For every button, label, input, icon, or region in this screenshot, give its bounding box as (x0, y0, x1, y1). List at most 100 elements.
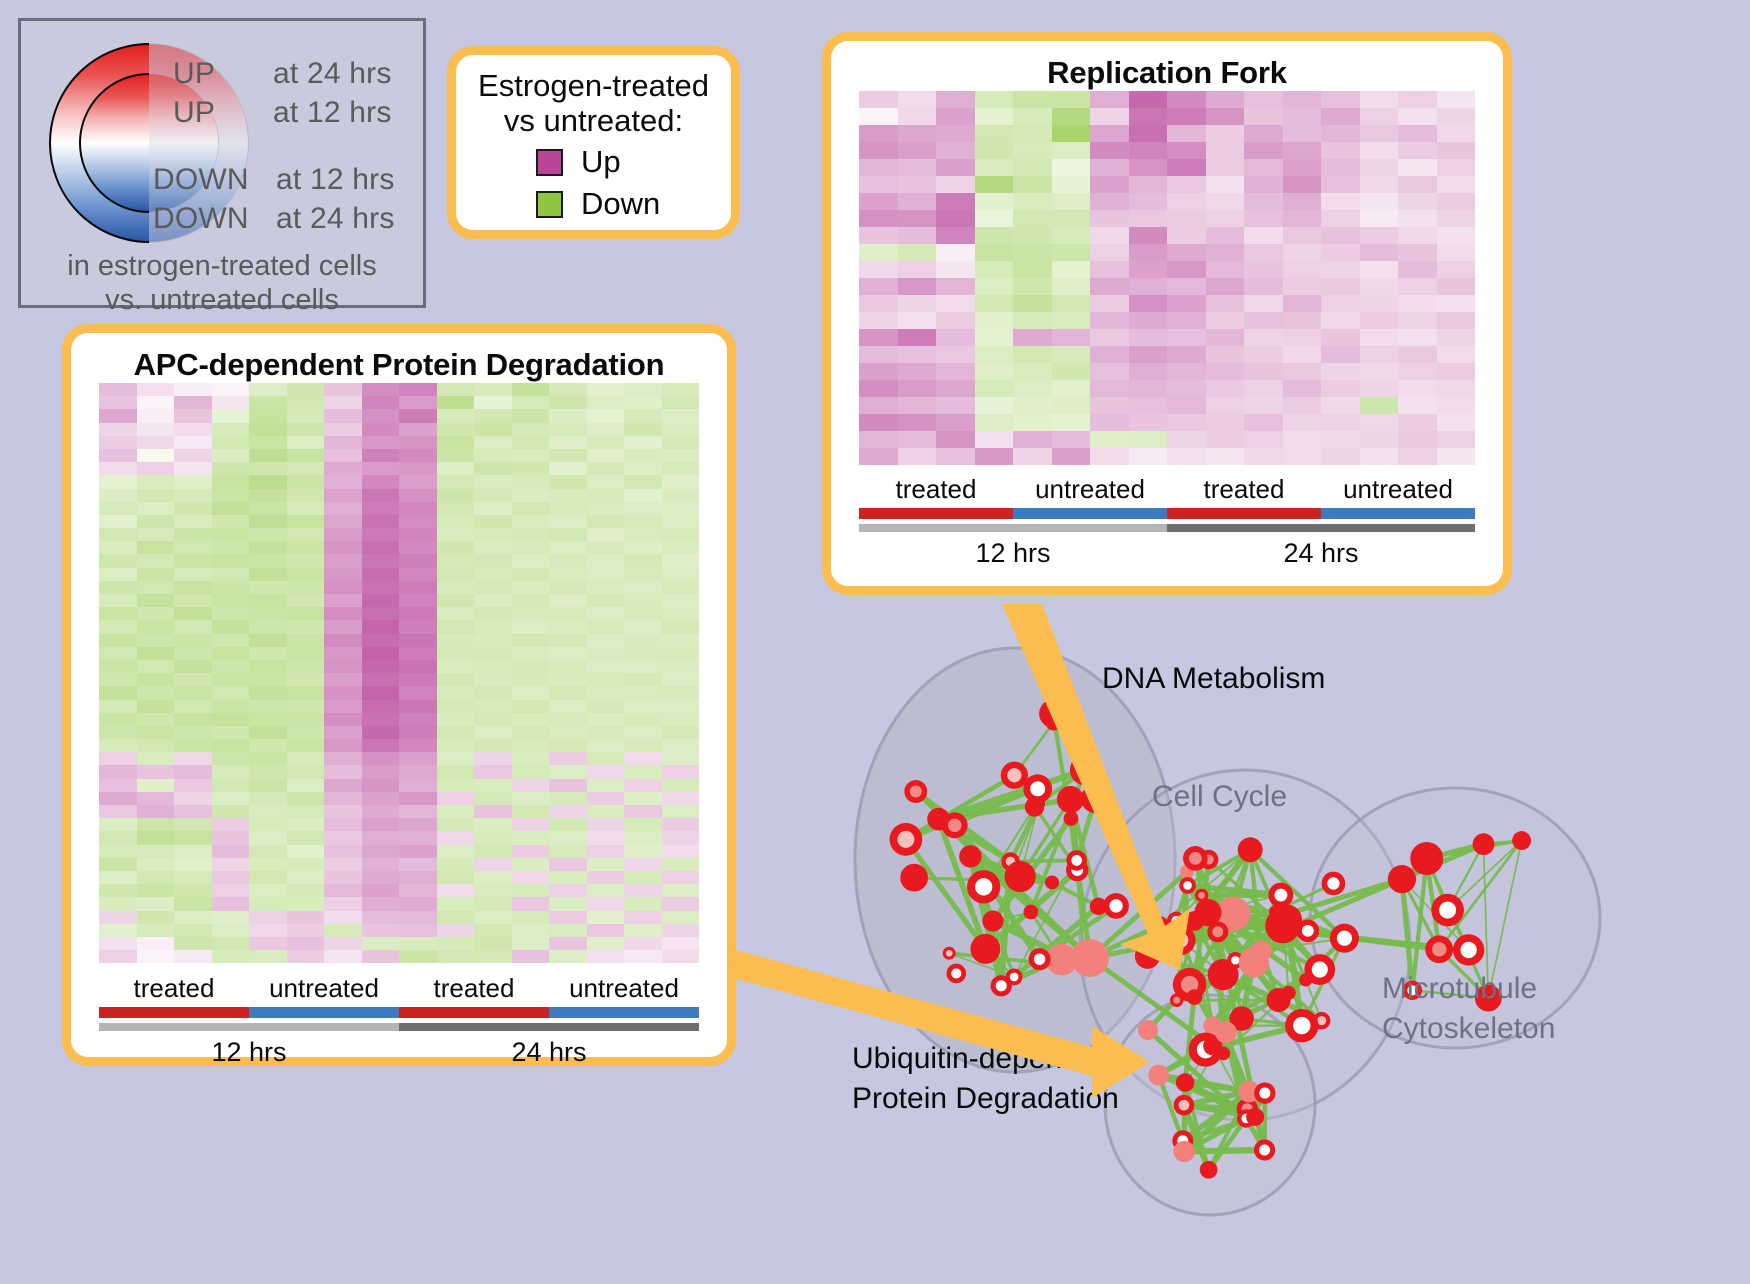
heatmap-cell (212, 383, 250, 396)
heatmap-cell (437, 831, 475, 844)
heatmap-cell (437, 845, 475, 858)
heatmap-cell (1283, 142, 1322, 159)
heatmap-cell (1283, 227, 1322, 244)
network-node (1267, 988, 1291, 1012)
heatmap-cell (212, 396, 250, 409)
heatmap-cell (624, 818, 662, 831)
apc-treatment-bar (99, 1007, 699, 1018)
network-node-core (897, 831, 914, 848)
heatmap-cell (1052, 312, 1091, 329)
heatmap-cell (474, 700, 512, 713)
heatmap-cell (437, 489, 475, 502)
heatmap-cell (587, 462, 625, 475)
heatmap-cell (1360, 414, 1399, 431)
heatmap-cell (512, 700, 550, 713)
heatmap-cell (1398, 261, 1437, 278)
heatmap-cell (1398, 176, 1437, 193)
heatmap-cell (249, 541, 287, 554)
heatmap-cell (512, 805, 550, 818)
heatmap-cell (212, 489, 250, 502)
heatmap-cell (287, 607, 325, 620)
heatmap-cell (437, 937, 475, 950)
heatmap-cell (137, 858, 175, 871)
heatmap-cell (624, 462, 662, 475)
heatmap-cell (249, 897, 287, 910)
heatmap-cell (249, 383, 287, 396)
heatmap-cell (587, 897, 625, 910)
heatmap-cell (1437, 159, 1476, 176)
heatmap-cell (212, 581, 250, 594)
heatmap-cell (898, 261, 937, 278)
heatmap-cell (512, 686, 550, 699)
heatmap-cell (549, 647, 587, 660)
heatmap-cell (1167, 312, 1206, 329)
heatmap-cell (1167, 329, 1206, 346)
heatmap-cell (249, 713, 287, 726)
heatmap-cell (212, 502, 250, 515)
heatmap-cell (99, 502, 137, 515)
heatmap-cell (624, 686, 662, 699)
heatmap-cell (399, 713, 437, 726)
heatmap-cell (549, 449, 587, 462)
heatmap-cell (137, 383, 175, 396)
heatmap-cell (287, 594, 325, 607)
heatmap-cell (1360, 244, 1399, 261)
heatmap-cell (662, 554, 700, 567)
heatmap-cell (324, 779, 362, 792)
heatmap-cell (975, 312, 1014, 329)
heatmap-cell (99, 845, 137, 858)
heatmap-cell (1437, 278, 1476, 295)
heatmap-cell (1283, 278, 1322, 295)
network-node (1388, 865, 1416, 893)
heatmap-cell (1167, 261, 1206, 278)
network-node (1081, 784, 1110, 813)
legend-word-down-12: DOWN (153, 163, 249, 197)
apc-time-labels: 12 hrs 24 hrs (99, 1037, 699, 1068)
heatmap-cell (324, 858, 362, 871)
heatmap-cell (174, 620, 212, 633)
heatmap-cell (1090, 380, 1129, 397)
heatmap-cell (662, 660, 700, 673)
heatmap-cell (137, 765, 175, 778)
heatmap-cell (624, 396, 662, 409)
heatmap-cell (174, 475, 212, 488)
heatmap-cell (399, 911, 437, 924)
heatmap-cell (1129, 108, 1168, 125)
heatmap-cell (936, 159, 975, 176)
heatmap-cell (362, 871, 400, 884)
heatmap-cell (99, 911, 137, 924)
heatmap-cell (99, 792, 137, 805)
heatmap-cell (1129, 91, 1168, 108)
heatmap-cell (362, 554, 400, 567)
heatmap-cell (662, 673, 700, 686)
heatmap-cell (1052, 380, 1091, 397)
heatmap-cell (1360, 278, 1399, 295)
network-node (1265, 908, 1300, 943)
heatmap-cell (1052, 414, 1091, 431)
heatmap-cell (399, 383, 437, 396)
heatmap-cell (249, 924, 287, 937)
heatmap-cell (549, 950, 587, 963)
heatmap-cell (362, 739, 400, 752)
heatmap-cell (975, 261, 1014, 278)
heatmap-cell (549, 884, 587, 897)
heatmap-cell (137, 713, 175, 726)
heatmap-cell (399, 528, 437, 541)
heatmap-cell (1090, 363, 1129, 380)
heatmap-cell (249, 726, 287, 739)
heatmap-cell (324, 713, 362, 726)
heatmap-cell (662, 779, 700, 792)
cluster-label-cell-cycle: Cell Cycle (1152, 780, 1287, 814)
heatmap-cell (99, 449, 137, 462)
network-node-core (1337, 931, 1352, 946)
heatmap-cell (512, 739, 550, 752)
network-node-core (946, 950, 953, 957)
network-node (1410, 842, 1443, 875)
heatmap-cell (662, 449, 700, 462)
heatmap-cell (324, 475, 362, 488)
replication-fork-group-labels: treated untreated treated untreated (859, 474, 1475, 505)
heatmap-cell (212, 818, 250, 831)
estrogen-legend-card: Estrogen-treated vs untreated: Up Down (447, 46, 740, 239)
heatmap-cell (1013, 278, 1052, 295)
heatmap-cell (624, 845, 662, 858)
